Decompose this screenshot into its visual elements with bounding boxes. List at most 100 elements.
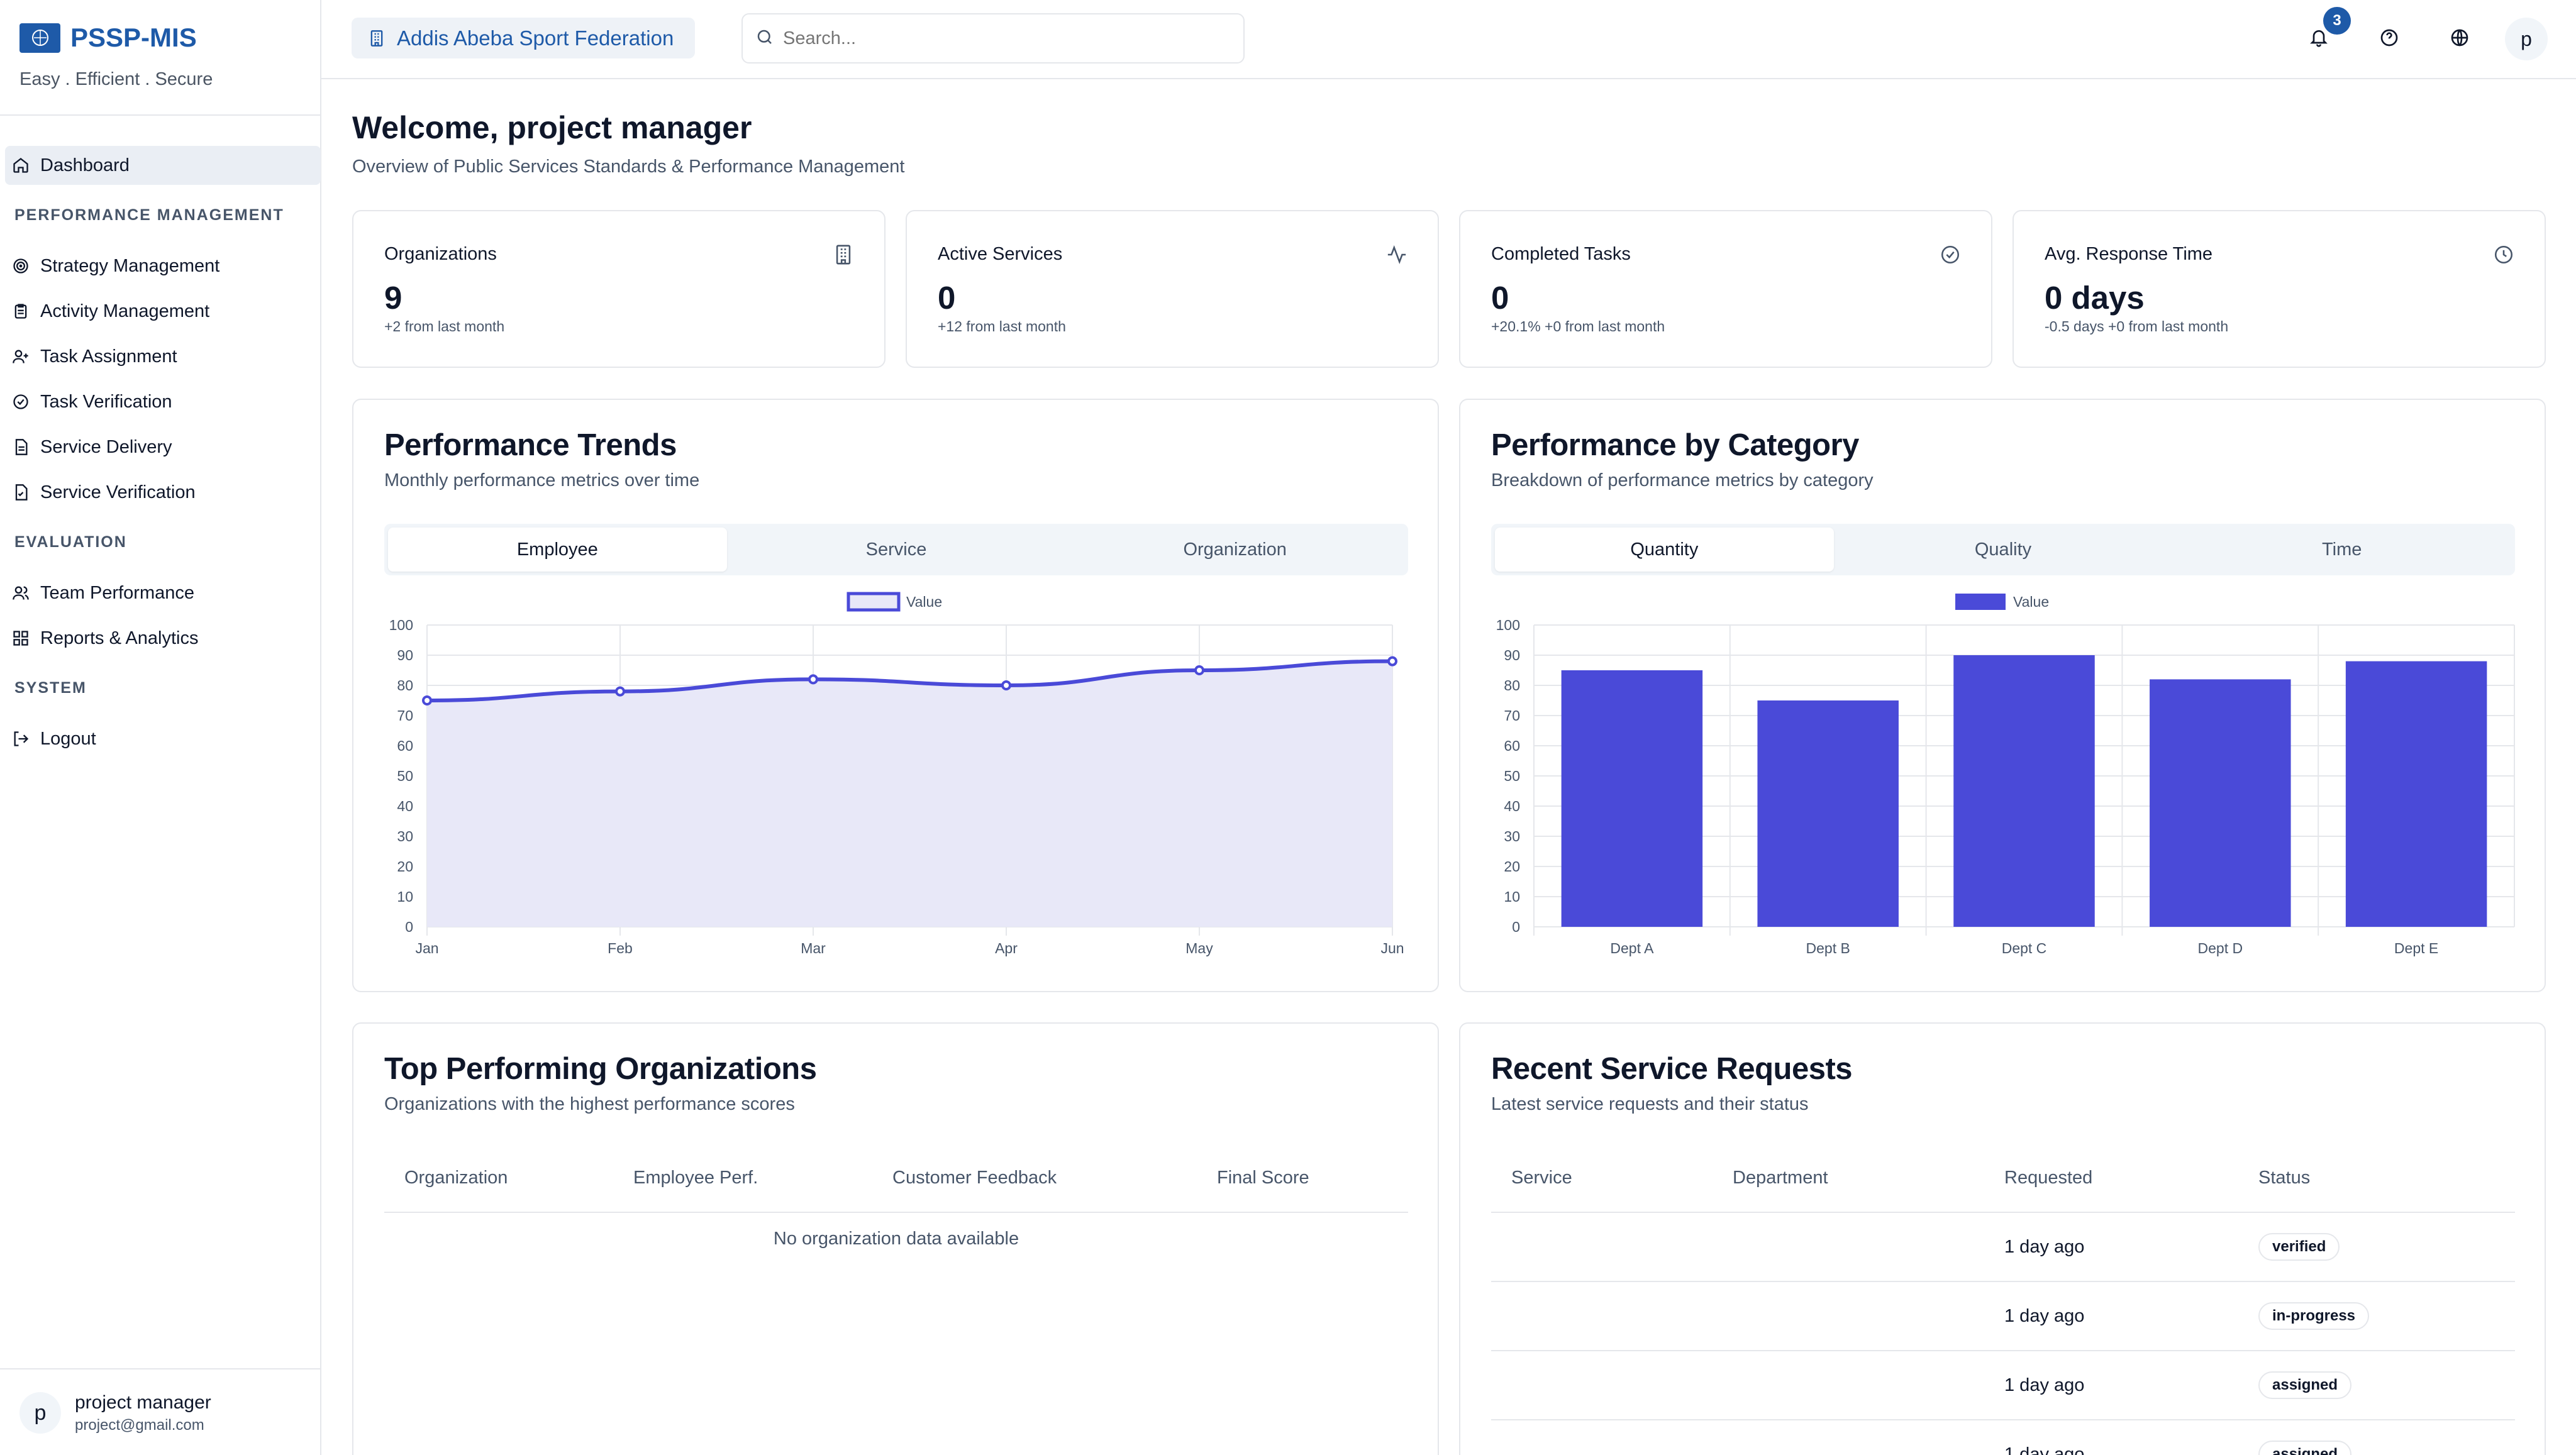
table-row[interactable]: 1 day ago assigned — [1491, 1420, 2515, 1455]
stat-card-avg-response-time: Avg. Response Time 0 days -0.5 days +0 f… — [2012, 210, 2546, 368]
y-tick-label: 20 — [397, 858, 413, 875]
tab-employee[interactable]: Employee — [388, 528, 727, 572]
y-tick-label: 70 — [397, 707, 413, 724]
sidebar-item-reports-analytics[interactable]: Reports & Analytics — [0, 619, 321, 658]
stat-card-completed-tasks: Completed Tasks 0 +20.1% +0 from last mo… — [1459, 210, 1992, 368]
stat-card-organizations: Organizations 9 +2 from last month — [352, 210, 886, 368]
top-organizations-table: Organization Employee Perf. Customer Fee… — [384, 1144, 1408, 1213]
panel-title: Performance by Category — [1491, 428, 1859, 462]
panel-title: Performance Trends — [384, 428, 677, 462]
series-line — [426, 659, 1393, 702]
language-button[interactable] — [2445, 24, 2475, 54]
help-button[interactable] — [2374, 24, 2404, 54]
stat-note: -0.5 days +0 from last month — [2045, 318, 2229, 335]
section-performance-management: PERFORMANCE MANAGEMENT — [14, 206, 284, 224]
tab-service[interactable]: Service — [865, 539, 927, 560]
y-tick-label: 50 — [1504, 768, 1520, 784]
panel-subtitle: Monthly performance metrics over time — [384, 470, 700, 490]
sidebar-item-strategy-management[interactable]: Strategy Management — [0, 246, 321, 285]
requested-cell: 1 day ago — [1984, 1351, 2238, 1420]
x-tick-label: Dept B — [1806, 940, 1850, 956]
search-input[interactable] — [783, 28, 1223, 49]
sidebar-item-dashboard[interactable]: Dashboard — [5, 146, 321, 185]
y-tick-label: 90 — [397, 647, 413, 663]
x-tick-label: Jan — [415, 940, 438, 956]
bar — [1561, 670, 1703, 927]
top-organizations-panel: Top Performing Organizations Organizatio… — [352, 1022, 1439, 1455]
sidebar-item-logout[interactable]: Logout — [0, 719, 321, 758]
top-header: Addis Abeba Sport Federation 3 p — [321, 0, 2576, 79]
x-tick-label: Apr — [995, 940, 1018, 956]
table-row[interactable]: 1 day ago assigned — [1491, 1351, 2515, 1420]
search-icon — [755, 28, 774, 50]
header-avatar[interactable]: p — [2505, 18, 2548, 60]
status-badge: assigned — [2258, 1441, 2352, 1455]
sidebar-item-task-assignment[interactable]: Task Assignment — [0, 337, 321, 376]
sidebar-item-service-delivery[interactable]: Service Delivery — [0, 428, 321, 467]
recent-requests-panel: Recent Service Requests Latest service r… — [1459, 1022, 2546, 1455]
sidebar-item-task-verification[interactable]: Task Verification — [0, 382, 321, 421]
column-header: Final Score — [1197, 1144, 1408, 1213]
panel-subtitle: Latest service requests and their status — [1491, 1094, 1809, 1114]
panel-title: Recent Service Requests — [1491, 1052, 1853, 1086]
legend-swatch — [847, 592, 901, 612]
data-point — [422, 695, 432, 705]
organization-selector[interactable]: Addis Abeba Sport Federation — [352, 18, 695, 58]
y-tick-label: 100 — [1496, 617, 1520, 633]
x-tick-label: Jun — [1380, 940, 1404, 956]
notification-count-badge: 3 — [2323, 7, 2351, 35]
stat-title: Completed Tasks — [1491, 244, 1631, 264]
x-tick-label: Mar — [801, 940, 826, 956]
sidebar-item-label: Strategy Management — [40, 255, 220, 276]
grid-icon — [11, 629, 30, 648]
building-icon — [368, 29, 386, 48]
stat-note: +20.1% +0 from last month — [1491, 318, 1665, 335]
status-badge: in-progress — [2258, 1302, 2370, 1330]
user-avatar[interactable]: p — [19, 1392, 61, 1434]
service-cell — [1491, 1281, 1713, 1351]
page-subtitle: Overview of Public Services Standards & … — [352, 157, 905, 177]
user-email: project@gmail.com — [75, 1417, 204, 1434]
panel-title: Top Performing Organizations — [384, 1052, 817, 1086]
area-fill — [427, 661, 1392, 927]
column-header: Status — [2238, 1144, 2515, 1213]
tab-time[interactable]: Time — [2321, 539, 2362, 560]
file-text-icon — [11, 438, 30, 456]
table-row[interactable]: 1 day ago verified — [1491, 1212, 2515, 1282]
users-icon — [11, 584, 30, 602]
file-check-icon — [11, 483, 30, 502]
performance-by-category-panel: Performance by Category Breakdown of per… — [1459, 399, 2546, 992]
category-tabs: Quantity Quality Time — [1491, 524, 2515, 575]
stat-title: Organizations — [384, 244, 497, 264]
bar — [2345, 661, 2487, 927]
search-box[interactable] — [741, 13, 1245, 64]
y-tick-label: 60 — [397, 738, 413, 754]
sidebar-item-label: Activity Management — [40, 301, 210, 321]
check-circle-icon — [11, 392, 30, 411]
stat-value: 0 days — [2045, 280, 2145, 316]
y-tick-label: 70 — [1504, 707, 1520, 724]
brand[interactable]: PSSP-MIS — [19, 23, 197, 53]
column-header: Requested — [1984, 1144, 2238, 1213]
tab-quantity[interactable]: Quantity — [1495, 528, 1834, 572]
legend-swatch — [1955, 594, 2006, 610]
sidebar-item-service-verification[interactable]: Service Verification — [0, 473, 321, 512]
home-icon — [11, 156, 30, 175]
table-row[interactable]: 1 day ago in-progress — [1491, 1281, 2515, 1351]
sidebar-item-label: Team Performance — [40, 582, 194, 603]
sidebar-item-activity-management[interactable]: Activity Management — [0, 292, 321, 331]
section-system: SYSTEM — [14, 679, 87, 697]
bar — [2150, 679, 2291, 927]
y-tick-label: 60 — [1504, 738, 1520, 754]
requested-cell: 1 day ago — [1984, 1212, 2238, 1282]
bell-icon — [2309, 28, 2329, 51]
tab-quality[interactable]: Quality — [1974, 539, 2032, 560]
notifications-button[interactable] — [2304, 24, 2334, 54]
tab-organization[interactable]: Organization — [1183, 539, 1287, 560]
stat-card-active-services: Active Services 0 +12 from last month — [906, 210, 1439, 368]
sidebar-item-team-performance[interactable]: Team Performance — [0, 573, 321, 612]
x-tick-label: May — [1185, 940, 1213, 956]
stat-title: Active Services — [938, 244, 1063, 264]
department-cell — [1713, 1281, 1984, 1351]
legend-label: Value — [2013, 594, 2049, 610]
